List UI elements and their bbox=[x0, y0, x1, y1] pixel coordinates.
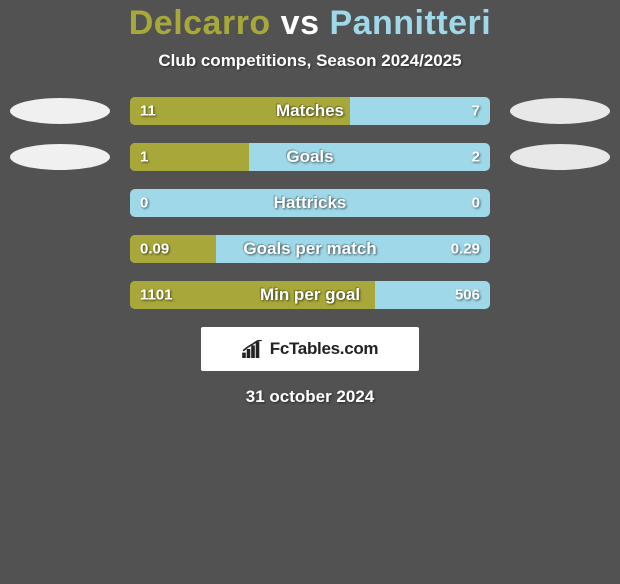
stat-row: Hattricks 0 0 bbox=[10, 189, 610, 217]
vs-text: vs bbox=[281, 4, 320, 42]
brand-box: FcTables.com bbox=[201, 327, 419, 371]
stat-bar: Goals 1 2 bbox=[130, 143, 490, 171]
stat-value-right: 2 bbox=[472, 149, 480, 166]
stat-value-left: 0 bbox=[140, 195, 148, 212]
stat-bar: Min per goal 1101 506 bbox=[130, 281, 490, 309]
oval-left bbox=[10, 282, 110, 308]
stat-row: Matches 11 7 bbox=[10, 97, 610, 125]
stat-value-right: 0.29 bbox=[451, 241, 480, 258]
stat-value-left: 1101 bbox=[140, 287, 173, 304]
bar-chart-icon bbox=[242, 340, 264, 358]
comparison-title: Delcarro vs Pannitteri bbox=[0, 4, 620, 43]
stat-bar: Goals per match 0.09 0.29 bbox=[130, 235, 490, 263]
stat-value-left: 11 bbox=[140, 103, 156, 120]
stat-value-right: 506 bbox=[455, 287, 480, 304]
oval-right bbox=[510, 98, 610, 124]
stat-label: Goals per match bbox=[243, 239, 376, 259]
brand-text: FcTables.com bbox=[270, 339, 379, 359]
oval-right bbox=[510, 190, 610, 216]
oval-left bbox=[10, 236, 110, 262]
stat-bar: Matches 11 7 bbox=[130, 97, 490, 125]
stat-label: Hattricks bbox=[274, 193, 347, 213]
stat-label: Matches bbox=[276, 101, 344, 121]
stat-value-left: 1 bbox=[140, 149, 148, 166]
stat-value-right: 7 bbox=[472, 103, 480, 120]
oval-left bbox=[10, 190, 110, 216]
player1-name: Delcarro bbox=[129, 4, 271, 42]
oval-left bbox=[10, 98, 110, 124]
stat-row: Goals per match 0.09 0.29 bbox=[10, 235, 610, 263]
oval-right bbox=[510, 282, 610, 308]
date-text: 31 october 2024 bbox=[0, 387, 620, 407]
stat-row: Min per goal 1101 506 bbox=[10, 281, 610, 309]
stat-bar: Hattricks 0 0 bbox=[130, 189, 490, 217]
stats-container: Matches 11 7 Goals 1 2 Hattricks 0 0 Goals per ma… bbox=[0, 97, 620, 309]
subtitle: Club competitions, Season 2024/2025 bbox=[0, 51, 620, 71]
stat-value-right: 0 bbox=[472, 195, 480, 212]
oval-right bbox=[510, 144, 610, 170]
stat-row: Goals 1 2 bbox=[10, 143, 610, 171]
player2-name: Pannitteri bbox=[329, 4, 491, 42]
oval-right bbox=[510, 236, 610, 262]
stat-label: Min per goal bbox=[260, 285, 360, 305]
stat-label: Goals bbox=[286, 147, 333, 167]
oval-left bbox=[10, 144, 110, 170]
stat-value-left: 0.09 bbox=[140, 241, 169, 258]
